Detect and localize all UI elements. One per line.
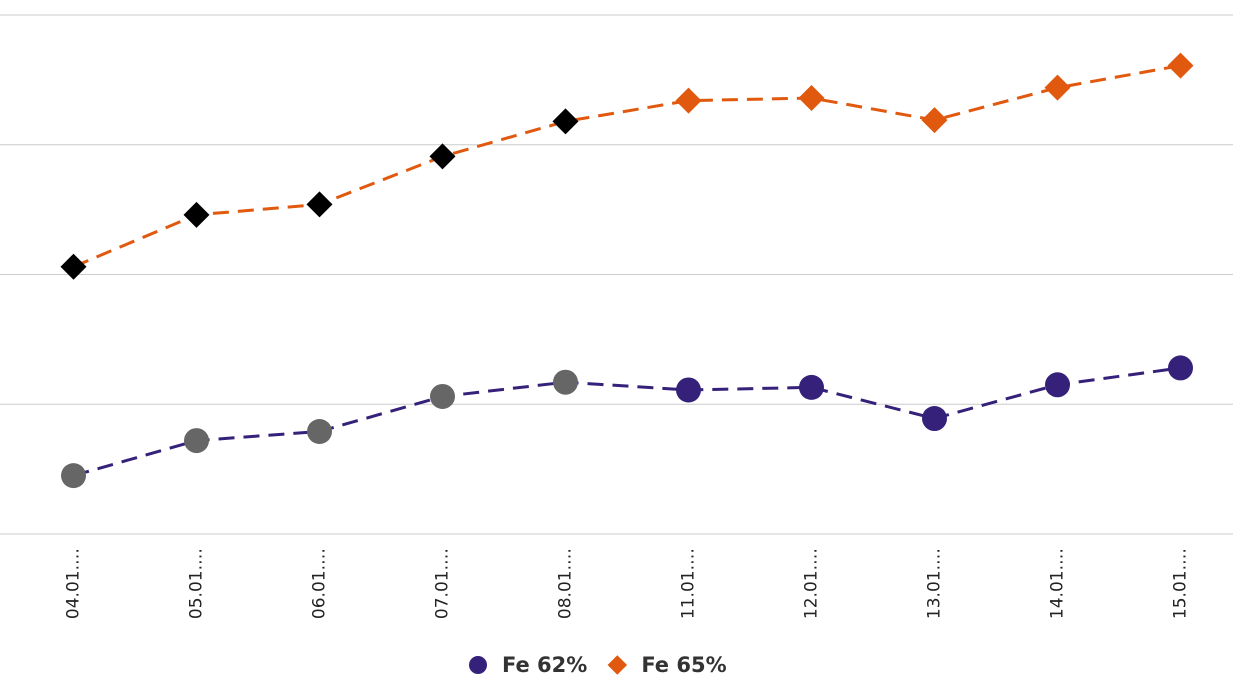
data-point <box>306 191 333 218</box>
x-tick-label: 08.01.… <box>556 548 576 619</box>
data-point <box>1167 52 1194 79</box>
data-point <box>798 85 825 112</box>
data-point <box>184 428 209 454</box>
data-point <box>1044 74 1071 101</box>
data-point <box>553 369 578 395</box>
data-point <box>429 143 456 170</box>
data-point <box>675 87 702 114</box>
legend-marker <box>607 655 628 675</box>
data-point <box>61 463 86 489</box>
data-point <box>307 418 332 444</box>
x-tick-label: 14.01.… <box>1048 548 1068 619</box>
data-point <box>60 253 87 280</box>
data-point <box>799 374 824 400</box>
x-tick-label: 13.01.… <box>925 548 945 619</box>
x-tick-label: 04.01.… <box>64 548 84 619</box>
x-tick-label: 12.01.… <box>802 548 822 619</box>
data-point <box>676 377 701 403</box>
x-tick-label: 11.01.… <box>679 548 699 619</box>
data-point <box>552 108 579 135</box>
x-tick-label: 06.01.… <box>310 548 330 619</box>
data-point <box>922 406 947 432</box>
data-point <box>1168 355 1193 381</box>
series-line <box>73 366 1181 478</box>
legend: Fe 62% Fe 65% <box>469 653 727 675</box>
x-tick-label: 07.01.… <box>433 548 453 619</box>
x-tick-label: 15.01.… <box>1171 548 1191 619</box>
data-point <box>183 201 210 228</box>
legend-marker <box>469 656 487 674</box>
data-point <box>921 107 948 134</box>
x-tick-label: 05.01.… <box>187 548 207 619</box>
data-point <box>430 383 455 409</box>
series-line <box>72 64 1181 269</box>
legend-label: Fe 65% <box>641 653 726 675</box>
legend-label: Fe 62% <box>502 653 587 675</box>
data-point <box>1045 372 1070 398</box>
